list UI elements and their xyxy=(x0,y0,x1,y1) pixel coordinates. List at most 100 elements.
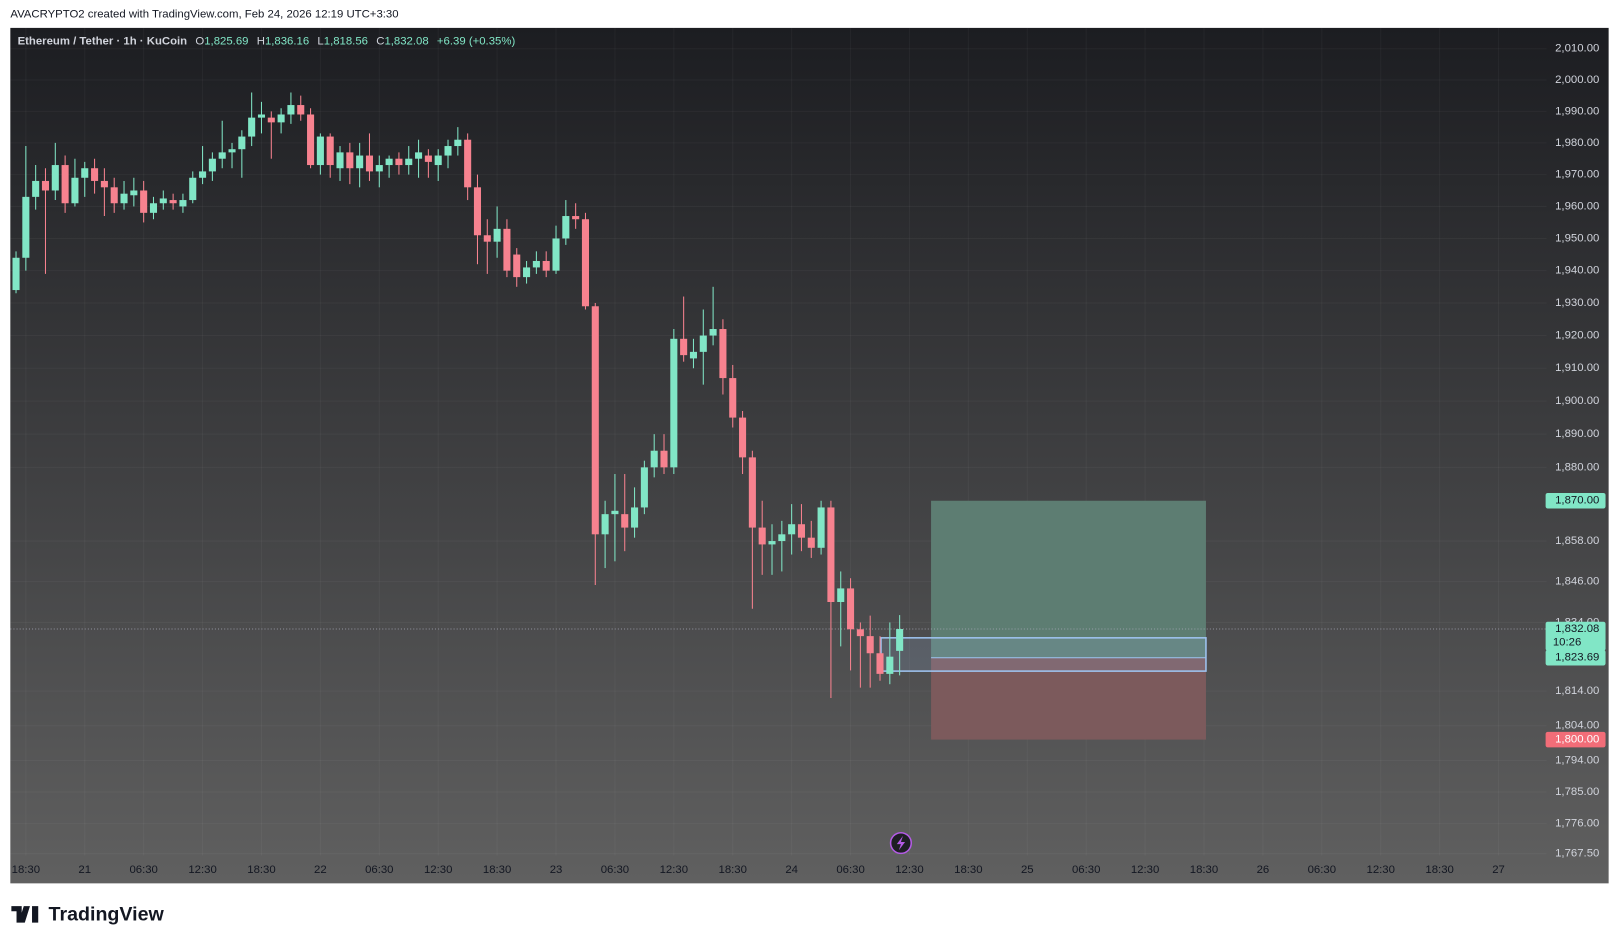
profit-zone xyxy=(931,500,1206,658)
candle-body xyxy=(228,149,236,153)
axes: 2,010.00 2,000.00 1,990.00 1,980.00 1,970.00… xyxy=(12,43,1606,876)
candle-body xyxy=(208,158,216,172)
x-tick-label: 12:30 xyxy=(1367,864,1395,876)
y-tick-label: 1,794.00 xyxy=(1555,755,1599,767)
candle-body xyxy=(689,351,697,359)
x-tick-label: 06:30 xyxy=(1072,864,1100,876)
legend-value: 1,832.08 xyxy=(384,35,428,47)
candle-body xyxy=(238,136,246,150)
y-tick-label: 1,940.00 xyxy=(1555,265,1599,277)
y-tick-label: 1,858.00 xyxy=(1555,535,1599,547)
y-tick-label: 1,990.00 xyxy=(1555,105,1599,117)
legend-key: H xyxy=(257,35,265,47)
y-tick-label: 1,930.00 xyxy=(1555,297,1599,309)
price-tag xyxy=(1545,731,1606,748)
candle-body xyxy=(837,588,845,603)
candle-body xyxy=(817,507,825,548)
candle-body xyxy=(297,105,305,115)
x-tick-label: 27 xyxy=(1492,864,1505,876)
candle-body xyxy=(415,152,423,159)
x-tick-label: 12:30 xyxy=(660,864,688,876)
candle-body xyxy=(140,190,148,213)
candle-body xyxy=(385,158,393,166)
candle-body xyxy=(896,629,904,651)
candle-body xyxy=(434,155,442,166)
candle-body xyxy=(71,177,79,204)
candle-body xyxy=(758,527,766,545)
candle-body xyxy=(375,165,383,172)
y-tick-label: 2,010.00 xyxy=(1555,43,1599,55)
candle-body xyxy=(807,537,815,548)
legend-value: 1,825.69 xyxy=(204,35,248,47)
price-tag-label: 1,800.00 xyxy=(1555,734,1599,746)
x-tick-label: 18:30 xyxy=(954,864,982,876)
candle-body xyxy=(454,139,462,147)
y-tick-label: 1,910.00 xyxy=(1555,362,1599,374)
candle-body xyxy=(591,306,599,535)
x-tick-label: 06:30 xyxy=(129,864,157,876)
candle-body xyxy=(149,203,158,213)
x-tick-label: 26 xyxy=(1257,864,1270,876)
legend-key: L xyxy=(317,35,323,47)
y-tick-label: 1,785.00 xyxy=(1555,786,1599,798)
candle-body xyxy=(473,187,482,236)
drawn-rectangle xyxy=(880,637,1207,672)
candle-body xyxy=(32,180,40,197)
candle-body xyxy=(257,114,266,118)
x-tick-label: 12:30 xyxy=(1131,864,1159,876)
legend-value: 1,818.56 xyxy=(324,35,368,47)
x-tick-label: 06:30 xyxy=(1308,864,1336,876)
candle-body xyxy=(189,177,197,201)
candle-body xyxy=(326,136,334,166)
y-tick-label: 1,950.00 xyxy=(1555,232,1599,244)
candle-body xyxy=(159,198,167,204)
candle-body xyxy=(169,200,177,204)
chart-background xyxy=(10,27,1609,884)
candle-body xyxy=(768,541,776,545)
candle-body xyxy=(729,378,737,418)
x-tick-label: 25 xyxy=(1021,864,1034,876)
x-tick-label: 12:30 xyxy=(895,864,923,876)
y-tick-label: 1,880.00 xyxy=(1555,461,1599,473)
candle-body xyxy=(100,180,108,188)
candle-body xyxy=(532,260,540,268)
candle-body xyxy=(444,146,452,156)
y-tick-label: 1,814.00 xyxy=(1555,685,1599,697)
brand-name: TradingView xyxy=(49,904,165,926)
y-tick-label: 1,846.00 xyxy=(1555,576,1599,588)
candle-body xyxy=(680,338,688,356)
candle-body xyxy=(581,219,590,307)
candle-body xyxy=(395,158,403,166)
plot-area xyxy=(10,27,1547,856)
x-tick-label: 18:30 xyxy=(247,864,275,876)
y-tick-label: 1,980.00 xyxy=(1555,137,1599,149)
candle-body xyxy=(856,629,864,637)
price-tag xyxy=(1545,649,1606,666)
candle-body xyxy=(650,450,658,468)
legend-change: +6.39 (+0.35%) xyxy=(437,35,516,47)
candle-body xyxy=(660,450,668,468)
candle-body xyxy=(405,158,413,166)
candle-body xyxy=(552,238,560,271)
candle-body xyxy=(307,114,315,166)
legend-key: O xyxy=(195,35,204,47)
candle-body xyxy=(611,510,619,515)
x-tick-label: 23 xyxy=(550,864,563,876)
y-tick-label: 1,767.50 xyxy=(1555,848,1599,860)
marks xyxy=(10,92,1547,740)
candle-body xyxy=(847,588,855,630)
y-tick-label: 1,900.00 xyxy=(1555,395,1599,407)
candle-body xyxy=(788,524,796,535)
x-tick-label: 21 xyxy=(78,864,91,876)
candle-body xyxy=(464,139,472,188)
y-tick-label: 1,920.00 xyxy=(1555,330,1599,342)
candle-body xyxy=(709,329,717,336)
candle-body xyxy=(81,168,89,178)
x-tick-label: 24 xyxy=(785,864,798,876)
candle-body xyxy=(316,136,324,166)
brand-logo: TradingView xyxy=(11,904,165,926)
candle-body xyxy=(483,235,491,242)
candle-body xyxy=(199,171,207,178)
